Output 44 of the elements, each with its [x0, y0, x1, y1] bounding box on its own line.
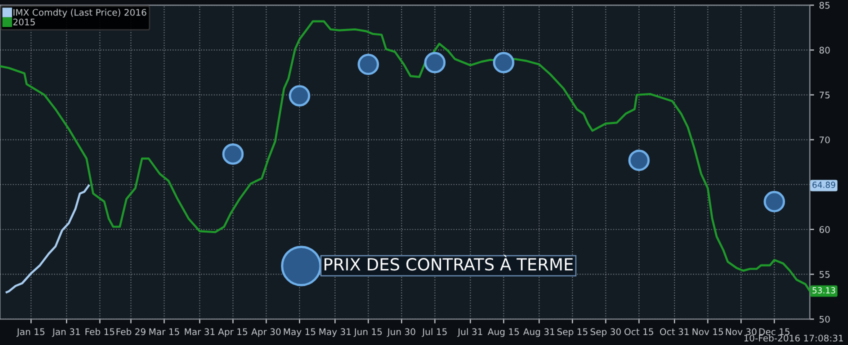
x-tick-label: Aug 15 [488, 328, 519, 337]
legend-label: IMX Comdty (Last Price) 2016 [14, 8, 146, 18]
y-tick-label: 70 [820, 136, 830, 144]
y-tick-label: 80 [819, 46, 830, 54]
legend-label: 2015 [13, 18, 35, 26]
x-tick-label: Feb 29 [116, 328, 146, 336]
x-tick-label: Jan 31 [52, 328, 80, 337]
x-tick-label: May 15 [284, 328, 316, 337]
y-tick-label: 50 [820, 316, 830, 323]
x-tick-label: Apr 15 [218, 328, 248, 337]
point [288, 85, 310, 106]
x-tick-label: Jul 15 [422, 328, 447, 337]
y-tick-label: 60 [820, 226, 830, 233]
x-tick-label: Jan 15 [16, 328, 44, 337]
point [424, 52, 446, 74]
x-tick-label: Oct 15 [624, 328, 654, 336]
x-tick-label: Feb 15 [86, 328, 114, 336]
y-tick-label: 85 [819, 2, 830, 9]
x-tick-label: May 31 [319, 328, 351, 337]
point [628, 150, 650, 172]
line-series [6, 184, 90, 294]
y-tick-label: 55 [820, 271, 830, 278]
point [222, 143, 244, 165]
x-tick-label: Sep 30 [590, 328, 621, 337]
x-tick-label: Nov 15 [692, 328, 723, 336]
x-tick-label: Jun 30 [386, 328, 416, 337]
annotation: 53.13 [812, 287, 836, 294]
legend-label: PRIX DES CONTRATS À TERME [324, 254, 573, 271]
y-tick-label: 75 [820, 92, 830, 98]
x-tick-label: Dec 15 [759, 328, 790, 336]
point [358, 54, 379, 76]
annotation: 64.89 [812, 182, 836, 188]
x-tick-label: Jun 15 [354, 328, 382, 337]
x-tick-label: Nov 30 [726, 328, 756, 336]
point [764, 190, 786, 212]
x-tick-label: Aug 31 [523, 328, 554, 337]
point [492, 52, 514, 74]
text: 10-Feb-2016 17:08:31 [744, 334, 843, 342]
x-tick-label: Jul 31 [457, 328, 482, 337]
x-tick-label: Oct 31 [660, 328, 689, 336]
x-tick-label: Apr 30 [251, 328, 281, 337]
x-tick-label: Mar 15 [149, 328, 180, 336]
x-tick-label: Mar 31 [184, 328, 215, 336]
x-tick-label: Sep 15 [557, 328, 588, 337]
